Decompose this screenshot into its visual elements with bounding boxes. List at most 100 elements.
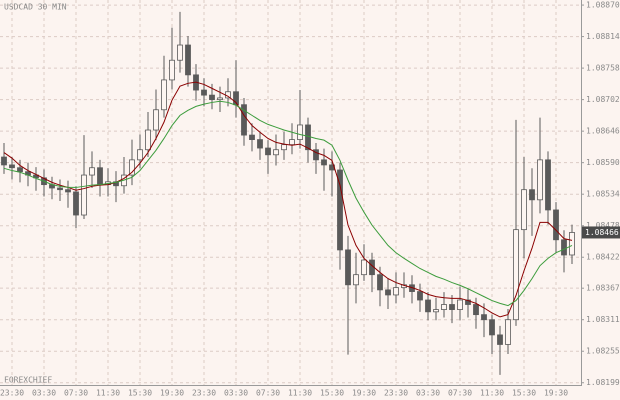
candle-body <box>393 287 399 296</box>
candle-body <box>337 169 343 251</box>
candle-body <box>473 304 479 316</box>
candle-body <box>145 129 151 151</box>
candle-body <box>449 304 455 310</box>
candle-body <box>233 91 239 106</box>
candle-body <box>153 109 159 131</box>
candle-body <box>361 259 367 276</box>
candle-body <box>137 149 143 161</box>
candle-body <box>1 156 7 166</box>
candle-body <box>289 139 295 146</box>
candle-body <box>481 314 487 321</box>
candle-body <box>497 334 503 345</box>
x-tick-label: 23:30 <box>0 389 24 398</box>
x-tick-label: 23:30 <box>384 389 408 398</box>
y-tick-label: 1.08199 <box>586 378 620 387</box>
x-tick-label: 07:30 <box>448 389 472 398</box>
x-tick-label: 15:30 <box>512 389 536 398</box>
x-tick-label: 03:30 <box>32 389 56 398</box>
x-tick-label: 11:30 <box>480 389 504 398</box>
candle-body <box>513 229 519 321</box>
x-tick-label: 19:30 <box>352 389 376 398</box>
candle-body <box>457 299 463 310</box>
candle-body <box>377 274 383 291</box>
candle-body <box>569 232 575 256</box>
candle-body <box>441 304 447 310</box>
x-tick-label: 07:30 <box>64 389 88 398</box>
candle-body <box>561 239 567 256</box>
y-tick-label: 1.08646 <box>586 127 620 136</box>
candle-body <box>257 139 263 149</box>
moving-average-line <box>3 100 573 307</box>
y-tick-label: 1.08702 <box>586 95 620 104</box>
candle-body <box>249 134 255 140</box>
y-tick-label: 1.08534 <box>586 190 620 199</box>
candle-body <box>57 187 63 191</box>
candle-body <box>129 159 135 176</box>
plot <box>1 11 575 375</box>
y-tick-label: 1.08758 <box>586 64 620 73</box>
candle-body <box>529 189 535 201</box>
y-tick-label: 1.08590 <box>586 158 620 167</box>
last-price-tag <box>582 226 620 239</box>
candle-body <box>161 79 167 111</box>
candle-body <box>97 167 103 186</box>
moving-average-line <box>3 81 573 318</box>
candle-body <box>433 309 439 313</box>
candle-body <box>113 181 119 187</box>
candle-body <box>385 289 391 296</box>
candle-body <box>465 299 471 305</box>
x-tick-label: 11:30 <box>96 389 120 398</box>
candle-body <box>553 209 559 241</box>
candle-body <box>273 149 279 156</box>
candle-body <box>33 174 39 179</box>
candle-body <box>425 299 431 313</box>
candle-body <box>345 249 351 286</box>
y-tick-label: 1.08367 <box>586 284 620 293</box>
y-tick-label: 1.08814 <box>586 32 620 41</box>
y-tick-label: 1.08255 <box>586 347 620 356</box>
candle-body <box>81 174 87 216</box>
y-tick-label: 1.08870 <box>586 1 620 10</box>
candle-body <box>65 189 71 193</box>
y-tick-label: 1.08478 <box>586 221 620 230</box>
candle-body <box>521 189 527 231</box>
candle-body <box>417 291 423 301</box>
last-price-label: 1.08466 <box>585 228 619 237</box>
x-tick-label: 07:30 <box>256 389 280 398</box>
candle-body <box>217 97 223 101</box>
candle-body <box>489 319 495 336</box>
x-tick-label: 19:30 <box>160 389 184 398</box>
x-tick-label: 19:30 <box>544 389 568 398</box>
candle-body <box>321 159 327 166</box>
candle-body <box>241 104 247 136</box>
x-tick-label: 23:30 <box>192 389 216 398</box>
candle-body <box>537 159 543 201</box>
candle-body <box>505 319 511 345</box>
candle-body <box>89 167 95 176</box>
watermark: FOREXCHIEF <box>4 376 52 385</box>
x-tick-label: 15:30 <box>128 389 152 398</box>
x-tick-label: 03:30 <box>416 389 440 398</box>
candle-body <box>313 149 319 161</box>
x-tick-label: 03:30 <box>224 389 248 398</box>
candle-body <box>169 59 175 81</box>
y-tick-label: 1.08422 <box>586 253 620 262</box>
x-tick-label: 15:30 <box>320 389 344 398</box>
chart-title: USDCAD 30 MIN <box>4 3 67 12</box>
candle-body <box>305 124 311 151</box>
candle-body <box>73 191 79 216</box>
candle-body <box>185 44 191 76</box>
candle-body <box>297 124 303 140</box>
candle-body <box>265 147 271 156</box>
candle-body <box>17 167 23 173</box>
candle-body <box>201 89 207 96</box>
candle-body <box>353 274 359 286</box>
candle-body <box>281 144 287 151</box>
candle-body <box>177 44 183 61</box>
candle-body <box>9 164 15 169</box>
y-tick-label: 1.08311 <box>586 315 620 324</box>
candle-body <box>545 159 551 211</box>
